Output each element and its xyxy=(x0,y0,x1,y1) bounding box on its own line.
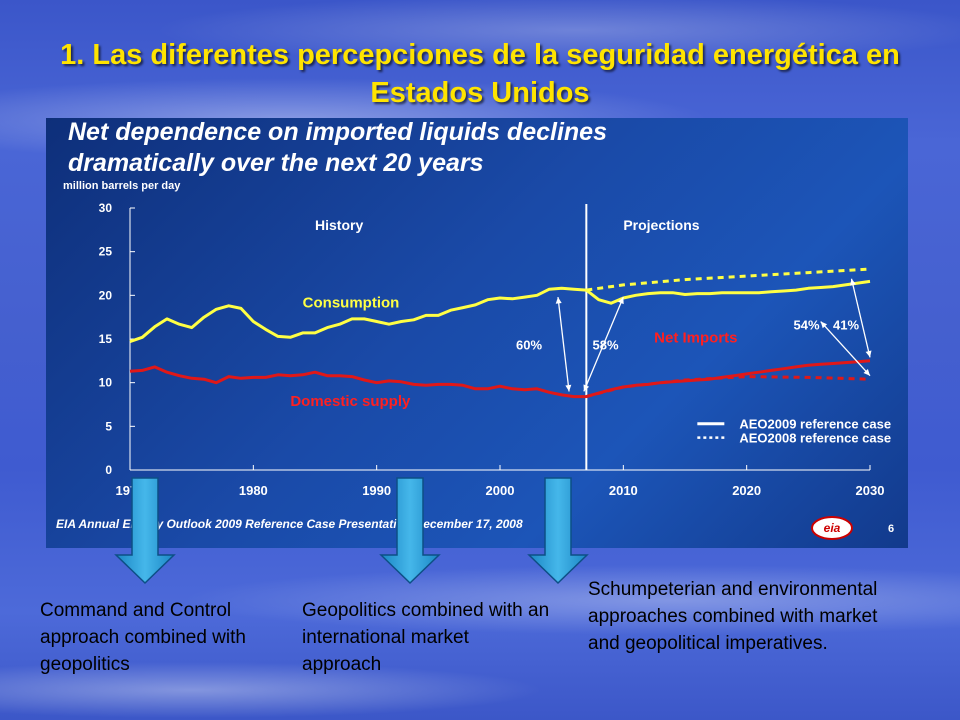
series-aeo2008-consumption xyxy=(586,267,871,292)
gap-arrow-41-head xyxy=(865,350,872,358)
label-domestic-supply: Domestic supply xyxy=(290,393,411,410)
y-tick-label: 30 xyxy=(99,201,113,215)
y-tick-label: 20 xyxy=(99,288,113,302)
series-aeo2008-domestic-supply xyxy=(585,375,871,399)
gap-arrow-41 xyxy=(850,278,871,358)
label-net-imports: Net Imports xyxy=(654,329,737,346)
gap-arrow-54 xyxy=(820,321,871,377)
x-tick-label: 1970 xyxy=(116,483,145,498)
label-60-percent: 60% xyxy=(516,337,542,352)
label-58-percent: 58% xyxy=(593,337,619,352)
label-54-percent: 54% xyxy=(794,317,820,332)
chart-svg: Net dependence on imported liquids decli… xyxy=(56,118,894,540)
label-consumption: Consumption xyxy=(303,295,400,312)
slide-title: 1. Las diferentes percepciones de la seg… xyxy=(60,39,900,109)
x-tick-label: 2000 xyxy=(486,483,515,498)
gap-arrow-41-head xyxy=(850,278,856,286)
gap-arrow-58-head xyxy=(618,297,624,305)
label-projections: Projections xyxy=(623,217,699,233)
x-tick-label: 2010 xyxy=(609,483,638,498)
axes: 0 5 10 15 20 25 30 1970 1980 1990 2000 2010 2020 2030 xyxy=(99,201,885,498)
series-layer xyxy=(129,267,871,399)
gap-arrow-58-head xyxy=(583,384,590,392)
y-axis-label: million barrels per day xyxy=(63,180,181,192)
y-tick-label: 25 xyxy=(99,245,113,259)
label-history: History xyxy=(315,217,363,233)
page-number: 6 xyxy=(888,523,894,535)
eia-logo: eia xyxy=(811,516,853,540)
gap-arrow-60-head xyxy=(555,297,562,304)
x-tick-label: 2020 xyxy=(732,483,761,498)
label-41-percent: 41% xyxy=(833,317,859,332)
chart-title-line1: Net dependence on imported liquids decli… xyxy=(68,118,607,146)
series-domestic-supply xyxy=(129,359,871,399)
x-tick-label: 1990 xyxy=(362,483,391,498)
gap-arrow-60 xyxy=(557,297,570,392)
chart-title-line2: dramatically over the next 20 years xyxy=(68,149,484,177)
y-tick-label: 15 xyxy=(99,332,113,346)
source-note: EIA Annual Energy Outlook 2009 Reference… xyxy=(56,517,523,531)
gap-arrow-54-head xyxy=(820,321,828,329)
y-tick-label: 0 xyxy=(105,463,112,477)
annotations: History Projections Consumption Domestic su… xyxy=(290,217,891,446)
caption-geopolitics: Geopolitics combined with an internation… xyxy=(302,600,550,675)
caption-schumpeterian: Schumpeterian and environmental approach… xyxy=(588,579,878,654)
eia-logo-text: eia xyxy=(824,521,841,535)
gap-arrow-60-head xyxy=(565,384,572,392)
legend-label-aeo2009: AEO2009 reference case xyxy=(739,417,891,432)
gap-arrow-54-head xyxy=(863,369,870,376)
caption-command-control: Command and Control approach combined wi… xyxy=(40,600,246,675)
gap-arrow-58 xyxy=(583,296,624,392)
x-tick-label: 1980 xyxy=(239,483,268,498)
chart-panel: Net dependence on imported liquids decli… xyxy=(46,118,908,548)
y-tick-label: 5 xyxy=(105,419,112,433)
y-tick-label: 10 xyxy=(99,376,113,390)
series-consumption xyxy=(129,279,871,344)
legend-label-aeo2008: AEO2008 reference case xyxy=(739,431,891,446)
x-tick-label: 2030 xyxy=(856,483,885,498)
